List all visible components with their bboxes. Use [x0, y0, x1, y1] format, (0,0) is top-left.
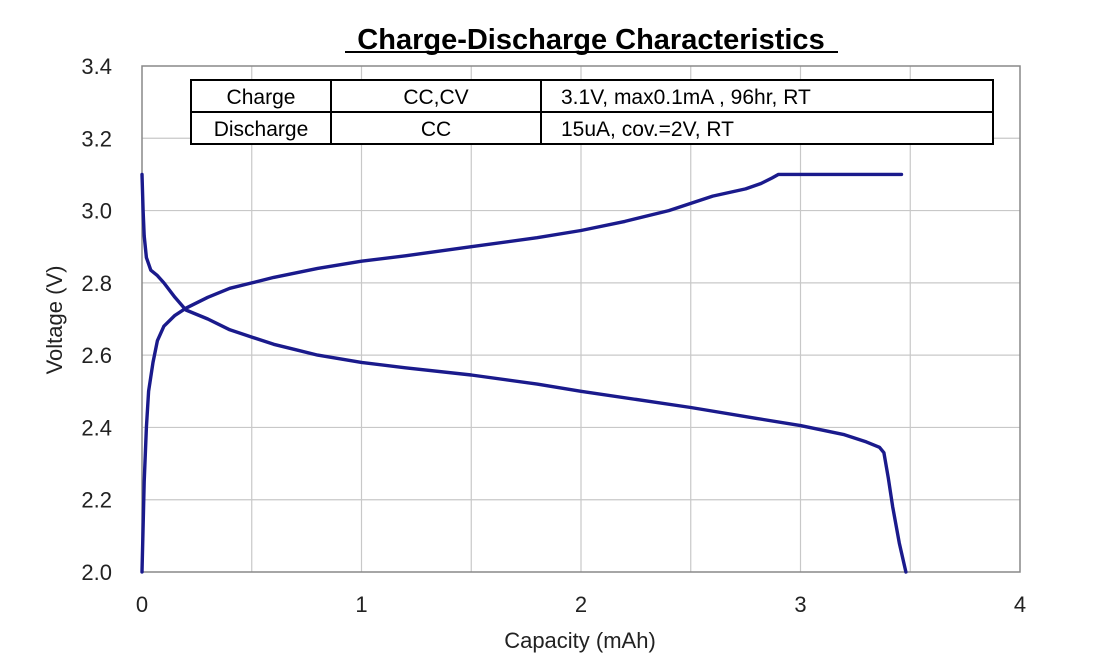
x-tick-label: 4: [1014, 592, 1026, 617]
table-cell: 3.1V, max0.1mA , 96hr, RT: [561, 86, 811, 109]
y-tick-label: 2.4: [81, 415, 112, 440]
y-tick-label: 2.8: [81, 271, 112, 296]
y-tick-label: 2.0: [81, 560, 112, 585]
x-axis-ticks: 0 1 2 3 4: [136, 592, 1026, 617]
x-tick-label: 1: [355, 592, 367, 617]
x-tick-label: 3: [794, 592, 806, 617]
table-cell: CC: [421, 118, 451, 141]
x-axis-label: Capacity (mAh): [504, 628, 656, 653]
x-tick-label: 0: [136, 592, 148, 617]
y-axis-label: Voltage (V): [42, 266, 67, 375]
series-line-1: [140, 172, 904, 574]
x-tick-label: 2: [575, 592, 587, 617]
y-axis-ticks: 2.0 2.2 2.4 2.6 2.8 3.0 3.2 3.4: [81, 54, 112, 585]
y-tick-label: 3.2: [81, 126, 112, 151]
y-tick-label: 3.0: [81, 199, 112, 224]
y-tick-label: 2.2: [81, 488, 112, 513]
y-tick-label: 3.4: [81, 54, 112, 79]
table-cell: CC,CV: [403, 86, 468, 109]
table-cell: Charge: [227, 86, 296, 109]
series-line-2: [140, 172, 908, 574]
chart-title: Charge-Discharge Characteristics: [357, 24, 824, 56]
plot-frame: [141, 65, 1021, 573]
condition-table: Charge CC,CV 3.1V, max0.1mA , 96hr, RT Disc…: [190, 79, 994, 145]
table-cell: 15uA, cov.=2V, RT: [561, 118, 734, 141]
series-lines: [140, 172, 908, 574]
table-cell: Discharge: [214, 118, 309, 141]
y-tick-label: 2.6: [81, 343, 112, 368]
